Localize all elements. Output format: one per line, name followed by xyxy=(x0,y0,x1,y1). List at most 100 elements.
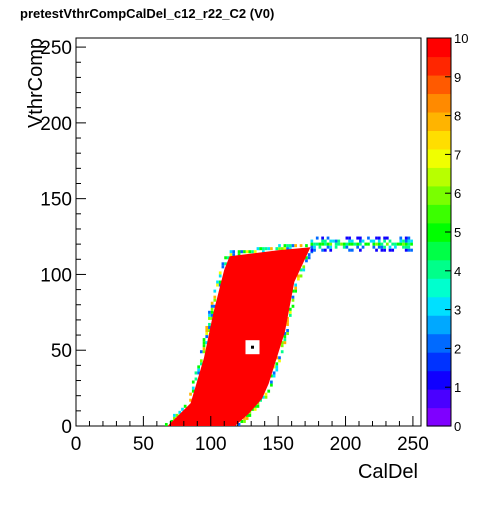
heatmap-cell xyxy=(342,242,346,246)
heatmap-cell xyxy=(256,247,260,251)
heatmap-cell xyxy=(210,310,214,314)
heatmap-cell xyxy=(210,316,214,320)
heatmap-cell xyxy=(404,248,408,252)
heatmap-cell xyxy=(407,245,411,249)
heatmap-cell xyxy=(272,365,276,369)
heatmap-cell xyxy=(213,298,217,302)
heatmap-cell xyxy=(377,242,381,246)
heatmap-cell xyxy=(310,248,314,252)
colorbar-tick-label: 9 xyxy=(454,70,461,85)
heatmap-cell xyxy=(218,280,222,284)
heatmap-cell xyxy=(197,365,200,369)
heatmap-cell xyxy=(261,395,265,399)
heatmap-cell xyxy=(326,245,330,249)
heatmap-cell xyxy=(275,362,279,366)
heatmap-cell xyxy=(283,332,287,336)
heatmap-cell xyxy=(205,329,209,333)
heatmap-cell xyxy=(261,247,265,251)
colorbar-segment xyxy=(427,111,451,131)
heatmap-cell xyxy=(305,259,308,263)
heatmap-cell xyxy=(205,332,209,336)
heatmap-cell xyxy=(286,316,289,320)
x-tick-label: 50 xyxy=(133,434,154,455)
colorbar-tick-label: 0 xyxy=(454,419,461,434)
saturated-region xyxy=(167,247,311,426)
heatmap-cell xyxy=(337,242,341,246)
heatmap-cell xyxy=(383,236,386,240)
heatmap-cell xyxy=(323,248,327,252)
heatmap-cell xyxy=(297,274,300,278)
heatmap-cell xyxy=(189,398,192,402)
x-tick-label: 250 xyxy=(397,434,429,455)
x-tick-label: 150 xyxy=(262,434,294,455)
heatmap-cell xyxy=(310,245,314,249)
heatmap-cell xyxy=(221,265,225,269)
heatmap-cell xyxy=(307,256,311,260)
colorbar-segment xyxy=(427,259,451,279)
heatmap-cell xyxy=(321,236,324,240)
marker-dot xyxy=(251,345,254,349)
heatmap-cell xyxy=(264,392,268,396)
heatmap-cell xyxy=(294,286,298,290)
heatmap-cell xyxy=(194,377,198,381)
color-scale: 0 1 2 3 4 5 6 7 8 9 10 xyxy=(426,31,468,434)
colorbar-tick-label: 4 xyxy=(454,264,461,279)
heatmap-cell xyxy=(267,247,271,251)
colorbar-tick-label: 10 xyxy=(454,31,468,46)
heatmap-cell xyxy=(404,239,408,243)
heatmap-cell xyxy=(202,338,206,342)
heatmap-cell xyxy=(278,247,281,251)
heatmap-cell xyxy=(229,253,233,257)
heatmap-cell xyxy=(399,239,403,243)
heatmap-cell xyxy=(291,298,295,302)
heatmap-cell xyxy=(297,277,300,281)
heatmap-cell xyxy=(310,242,314,246)
heatmap-cell xyxy=(261,250,265,254)
heatmap-cell xyxy=(248,250,252,254)
heatmap-cell xyxy=(337,239,341,243)
y-tick-label: 200 xyxy=(40,114,72,135)
heatmap-cell xyxy=(310,239,314,243)
heatmap-cell xyxy=(326,242,330,246)
heatmap-cell xyxy=(394,245,397,249)
heatmap-cell xyxy=(380,245,384,249)
heatmap-cell xyxy=(329,242,333,246)
colorbar-segment xyxy=(427,296,451,316)
heatmap-cell xyxy=(361,245,365,249)
heatmap-cell xyxy=(305,256,308,260)
heatmap-cell xyxy=(205,341,209,345)
heatmap-cell xyxy=(210,304,214,308)
heatmap-cell xyxy=(272,374,276,378)
heatmap-cell xyxy=(286,332,289,336)
heatmap-cell xyxy=(380,248,384,252)
heatmap-cell xyxy=(332,239,335,243)
y-tick-label: 150 xyxy=(40,190,72,211)
heatmap-cell xyxy=(294,244,298,248)
heatmap-cell xyxy=(321,248,324,252)
colorbar-segment xyxy=(427,407,451,427)
heatmap-cell xyxy=(310,250,314,254)
heatmap-cell xyxy=(345,245,349,249)
heatmap-cell xyxy=(224,262,227,266)
heatmap-cell xyxy=(302,268,306,272)
heatmap-cell xyxy=(218,283,222,287)
heatmap-cell xyxy=(305,244,308,248)
y-axis-label: VthrComp xyxy=(25,38,47,128)
heatmap-cell xyxy=(270,380,273,384)
heatmap-cell xyxy=(245,250,249,254)
heatmap-cell xyxy=(353,242,357,246)
heatmap-cell xyxy=(191,389,195,393)
heatmap-cell xyxy=(208,329,211,333)
heatmap-cell xyxy=(334,245,338,249)
colorbar-segment xyxy=(427,333,451,353)
heatmap-cell xyxy=(356,236,360,240)
colorbar-segment xyxy=(427,74,451,95)
heatmap-cell xyxy=(407,239,411,243)
colorbar-segment xyxy=(427,130,451,150)
heatmap-cell xyxy=(253,407,257,411)
heatmap-cell xyxy=(394,242,397,246)
heatmap-cell xyxy=(237,253,241,257)
chart-title: pretestVthrCompCalDel_c12_r22_C2 (V0) xyxy=(20,6,275,21)
heatmap-cell xyxy=(375,236,378,240)
heatmap-cell xyxy=(248,413,252,417)
